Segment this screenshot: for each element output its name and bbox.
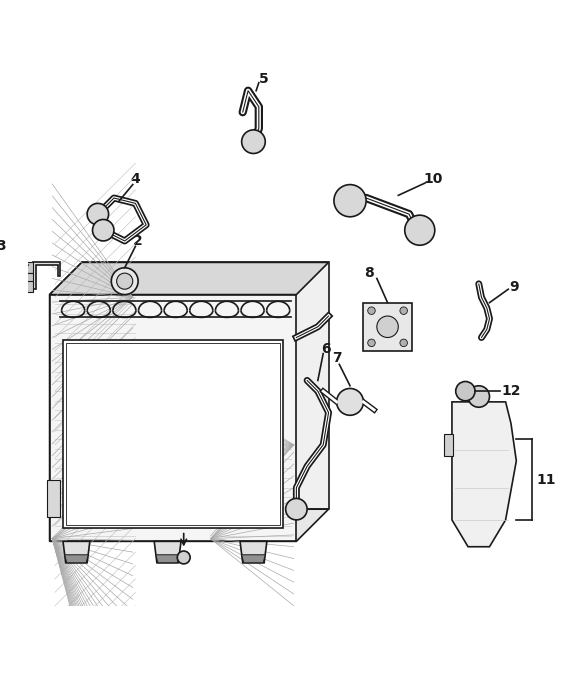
Circle shape (368, 307, 375, 315)
Polygon shape (50, 509, 328, 541)
Polygon shape (82, 263, 328, 509)
Circle shape (368, 339, 375, 347)
Polygon shape (156, 555, 179, 563)
Text: 10: 10 (423, 172, 443, 186)
Text: 4: 4 (131, 172, 140, 186)
Circle shape (456, 381, 475, 401)
Polygon shape (50, 263, 82, 541)
Circle shape (117, 273, 133, 289)
Text: 6: 6 (321, 342, 331, 356)
Circle shape (400, 307, 408, 315)
Circle shape (87, 203, 109, 225)
Polygon shape (240, 541, 267, 563)
Circle shape (242, 130, 265, 153)
Circle shape (337, 389, 363, 415)
Polygon shape (47, 480, 61, 517)
Circle shape (377, 316, 398, 338)
Polygon shape (363, 302, 411, 351)
Polygon shape (452, 402, 516, 547)
Text: 8: 8 (364, 266, 374, 280)
Polygon shape (63, 541, 90, 563)
Text: 7: 7 (332, 351, 341, 365)
Polygon shape (50, 263, 328, 294)
Polygon shape (444, 434, 453, 456)
Circle shape (112, 268, 138, 294)
Polygon shape (242, 555, 265, 563)
Circle shape (177, 551, 190, 564)
Text: 1: 1 (173, 516, 183, 530)
Text: 11: 11 (536, 472, 556, 487)
Polygon shape (20, 281, 33, 292)
Polygon shape (50, 294, 297, 541)
Text: 3: 3 (0, 240, 6, 253)
Text: 9: 9 (509, 279, 518, 294)
Circle shape (334, 184, 366, 217)
Polygon shape (63, 340, 283, 528)
Circle shape (92, 219, 114, 241)
Polygon shape (154, 541, 181, 563)
Circle shape (468, 386, 490, 407)
Circle shape (286, 498, 307, 520)
Polygon shape (20, 263, 33, 273)
Circle shape (400, 339, 408, 347)
Text: 12: 12 (501, 384, 521, 398)
Text: 2: 2 (133, 234, 143, 248)
Circle shape (405, 215, 435, 245)
Text: 5: 5 (259, 72, 269, 86)
Polygon shape (65, 555, 88, 563)
Polygon shape (33, 263, 61, 289)
Polygon shape (20, 273, 33, 284)
